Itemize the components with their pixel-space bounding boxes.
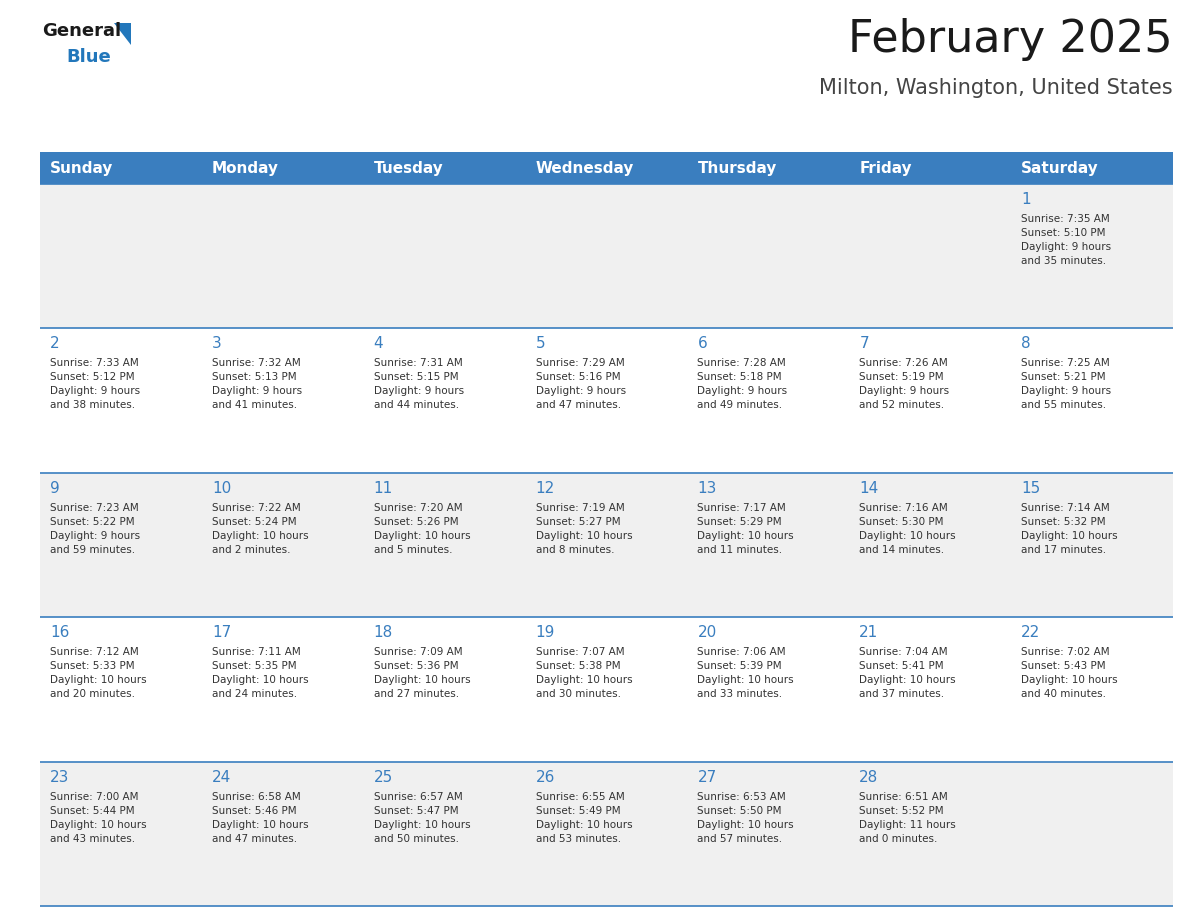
Text: 9: 9 xyxy=(50,481,59,496)
Text: Sunrise: 7:09 AM
Sunset: 5:36 PM
Daylight: 10 hours
and 27 minutes.: Sunrise: 7:09 AM Sunset: 5:36 PM Dayligh… xyxy=(374,647,470,700)
Text: 20: 20 xyxy=(697,625,716,640)
Text: Sunrise: 7:20 AM
Sunset: 5:26 PM
Daylight: 10 hours
and 5 minutes.: Sunrise: 7:20 AM Sunset: 5:26 PM Dayligh… xyxy=(374,503,470,554)
Text: Sunrise: 6:51 AM
Sunset: 5:52 PM
Daylight: 11 hours
and 0 minutes.: Sunrise: 6:51 AM Sunset: 5:52 PM Dayligh… xyxy=(859,791,956,844)
Text: February 2025: February 2025 xyxy=(848,18,1173,61)
Text: 26: 26 xyxy=(536,769,555,785)
Text: Sunrise: 7:33 AM
Sunset: 5:12 PM
Daylight: 9 hours
and 38 minutes.: Sunrise: 7:33 AM Sunset: 5:12 PM Dayligh… xyxy=(50,358,140,410)
Text: Sunrise: 7:07 AM
Sunset: 5:38 PM
Daylight: 10 hours
and 30 minutes.: Sunrise: 7:07 AM Sunset: 5:38 PM Dayligh… xyxy=(536,647,632,700)
Text: Sunrise: 7:00 AM
Sunset: 5:44 PM
Daylight: 10 hours
and 43 minutes.: Sunrise: 7:00 AM Sunset: 5:44 PM Dayligh… xyxy=(50,791,146,844)
Text: 13: 13 xyxy=(697,481,716,496)
Text: 19: 19 xyxy=(536,625,555,640)
Text: Sunrise: 7:32 AM
Sunset: 5:13 PM
Daylight: 9 hours
and 41 minutes.: Sunrise: 7:32 AM Sunset: 5:13 PM Dayligh… xyxy=(211,358,302,410)
Bar xyxy=(40,762,1173,906)
Text: Sunrise: 7:12 AM
Sunset: 5:33 PM
Daylight: 10 hours
and 20 minutes.: Sunrise: 7:12 AM Sunset: 5:33 PM Dayligh… xyxy=(50,647,146,700)
Text: Sunrise: 7:31 AM
Sunset: 5:15 PM
Daylight: 9 hours
and 44 minutes.: Sunrise: 7:31 AM Sunset: 5:15 PM Dayligh… xyxy=(374,358,463,410)
Text: Blue: Blue xyxy=(67,48,110,66)
Text: Sunrise: 7:22 AM
Sunset: 5:24 PM
Daylight: 10 hours
and 2 minutes.: Sunrise: 7:22 AM Sunset: 5:24 PM Dayligh… xyxy=(211,503,309,554)
Text: 21: 21 xyxy=(859,625,879,640)
Polygon shape xyxy=(114,23,131,45)
Text: Sunrise: 6:57 AM
Sunset: 5:47 PM
Daylight: 10 hours
and 50 minutes.: Sunrise: 6:57 AM Sunset: 5:47 PM Dayligh… xyxy=(374,791,470,844)
Text: Sunrise: 7:26 AM
Sunset: 5:19 PM
Daylight: 9 hours
and 52 minutes.: Sunrise: 7:26 AM Sunset: 5:19 PM Dayligh… xyxy=(859,358,949,410)
Text: Sunrise: 7:19 AM
Sunset: 5:27 PM
Daylight: 10 hours
and 8 minutes.: Sunrise: 7:19 AM Sunset: 5:27 PM Dayligh… xyxy=(536,503,632,554)
Text: Sunrise: 7:35 AM
Sunset: 5:10 PM
Daylight: 9 hours
and 35 minutes.: Sunrise: 7:35 AM Sunset: 5:10 PM Dayligh… xyxy=(1022,214,1111,266)
Text: General: General xyxy=(42,22,121,40)
Text: 27: 27 xyxy=(697,769,716,785)
Text: 10: 10 xyxy=(211,481,232,496)
Text: Sunrise: 7:04 AM
Sunset: 5:41 PM
Daylight: 10 hours
and 37 minutes.: Sunrise: 7:04 AM Sunset: 5:41 PM Dayligh… xyxy=(859,647,956,700)
Text: Sunrise: 6:55 AM
Sunset: 5:49 PM
Daylight: 10 hours
and 53 minutes.: Sunrise: 6:55 AM Sunset: 5:49 PM Dayligh… xyxy=(536,791,632,844)
Text: Sunday: Sunday xyxy=(50,161,113,175)
Text: 28: 28 xyxy=(859,769,879,785)
Bar xyxy=(525,152,688,184)
Text: Sunrise: 7:23 AM
Sunset: 5:22 PM
Daylight: 9 hours
and 59 minutes.: Sunrise: 7:23 AM Sunset: 5:22 PM Dayligh… xyxy=(50,503,140,554)
Text: Sunrise: 7:06 AM
Sunset: 5:39 PM
Daylight: 10 hours
and 33 minutes.: Sunrise: 7:06 AM Sunset: 5:39 PM Dayligh… xyxy=(697,647,794,700)
Text: 22: 22 xyxy=(1022,625,1041,640)
Text: 18: 18 xyxy=(374,625,393,640)
Text: 4: 4 xyxy=(374,336,384,352)
Text: 1: 1 xyxy=(1022,192,1031,207)
Bar xyxy=(40,152,202,184)
Text: Thursday: Thursday xyxy=(697,161,777,175)
Text: Sunrise: 7:14 AM
Sunset: 5:32 PM
Daylight: 10 hours
and 17 minutes.: Sunrise: 7:14 AM Sunset: 5:32 PM Dayligh… xyxy=(1022,503,1118,554)
Bar xyxy=(40,329,1173,473)
Bar xyxy=(364,152,525,184)
Text: Sunrise: 7:16 AM
Sunset: 5:30 PM
Daylight: 10 hours
and 14 minutes.: Sunrise: 7:16 AM Sunset: 5:30 PM Dayligh… xyxy=(859,503,956,554)
Text: 15: 15 xyxy=(1022,481,1041,496)
Text: 24: 24 xyxy=(211,769,232,785)
Text: Sunrise: 7:02 AM
Sunset: 5:43 PM
Daylight: 10 hours
and 40 minutes.: Sunrise: 7:02 AM Sunset: 5:43 PM Dayligh… xyxy=(1022,647,1118,700)
Text: Wednesday: Wednesday xyxy=(536,161,634,175)
Bar xyxy=(202,152,364,184)
Text: Milton, Washington, United States: Milton, Washington, United States xyxy=(820,78,1173,98)
Text: 25: 25 xyxy=(374,769,393,785)
Text: Sunrise: 7:17 AM
Sunset: 5:29 PM
Daylight: 10 hours
and 11 minutes.: Sunrise: 7:17 AM Sunset: 5:29 PM Dayligh… xyxy=(697,503,794,554)
Text: 2: 2 xyxy=(50,336,59,352)
Bar xyxy=(849,152,1011,184)
Text: Sunrise: 7:25 AM
Sunset: 5:21 PM
Daylight: 9 hours
and 55 minutes.: Sunrise: 7:25 AM Sunset: 5:21 PM Dayligh… xyxy=(1022,358,1111,410)
Text: 11: 11 xyxy=(374,481,393,496)
Text: Sunrise: 7:11 AM
Sunset: 5:35 PM
Daylight: 10 hours
and 24 minutes.: Sunrise: 7:11 AM Sunset: 5:35 PM Dayligh… xyxy=(211,647,309,700)
Text: Saturday: Saturday xyxy=(1022,161,1099,175)
Bar xyxy=(40,473,1173,617)
Text: 14: 14 xyxy=(859,481,879,496)
Text: 5: 5 xyxy=(536,336,545,352)
Text: 3: 3 xyxy=(211,336,222,352)
Text: 7: 7 xyxy=(859,336,868,352)
Text: Monday: Monday xyxy=(211,161,279,175)
Text: 17: 17 xyxy=(211,625,232,640)
Text: 12: 12 xyxy=(536,481,555,496)
Text: 6: 6 xyxy=(697,336,707,352)
Bar xyxy=(40,617,1173,762)
Bar xyxy=(688,152,849,184)
Text: Sunrise: 6:58 AM
Sunset: 5:46 PM
Daylight: 10 hours
and 47 minutes.: Sunrise: 6:58 AM Sunset: 5:46 PM Dayligh… xyxy=(211,791,309,844)
Text: Sunrise: 7:28 AM
Sunset: 5:18 PM
Daylight: 9 hours
and 49 minutes.: Sunrise: 7:28 AM Sunset: 5:18 PM Dayligh… xyxy=(697,358,788,410)
Text: Friday: Friday xyxy=(859,161,912,175)
Text: Sunrise: 7:29 AM
Sunset: 5:16 PM
Daylight: 9 hours
and 47 minutes.: Sunrise: 7:29 AM Sunset: 5:16 PM Dayligh… xyxy=(536,358,626,410)
Text: 16: 16 xyxy=(50,625,69,640)
Text: Sunrise: 6:53 AM
Sunset: 5:50 PM
Daylight: 10 hours
and 57 minutes.: Sunrise: 6:53 AM Sunset: 5:50 PM Dayligh… xyxy=(697,791,794,844)
Bar xyxy=(1011,152,1173,184)
Text: Tuesday: Tuesday xyxy=(374,161,443,175)
Text: 8: 8 xyxy=(1022,336,1031,352)
Bar xyxy=(40,184,1173,329)
Text: 23: 23 xyxy=(50,769,69,785)
